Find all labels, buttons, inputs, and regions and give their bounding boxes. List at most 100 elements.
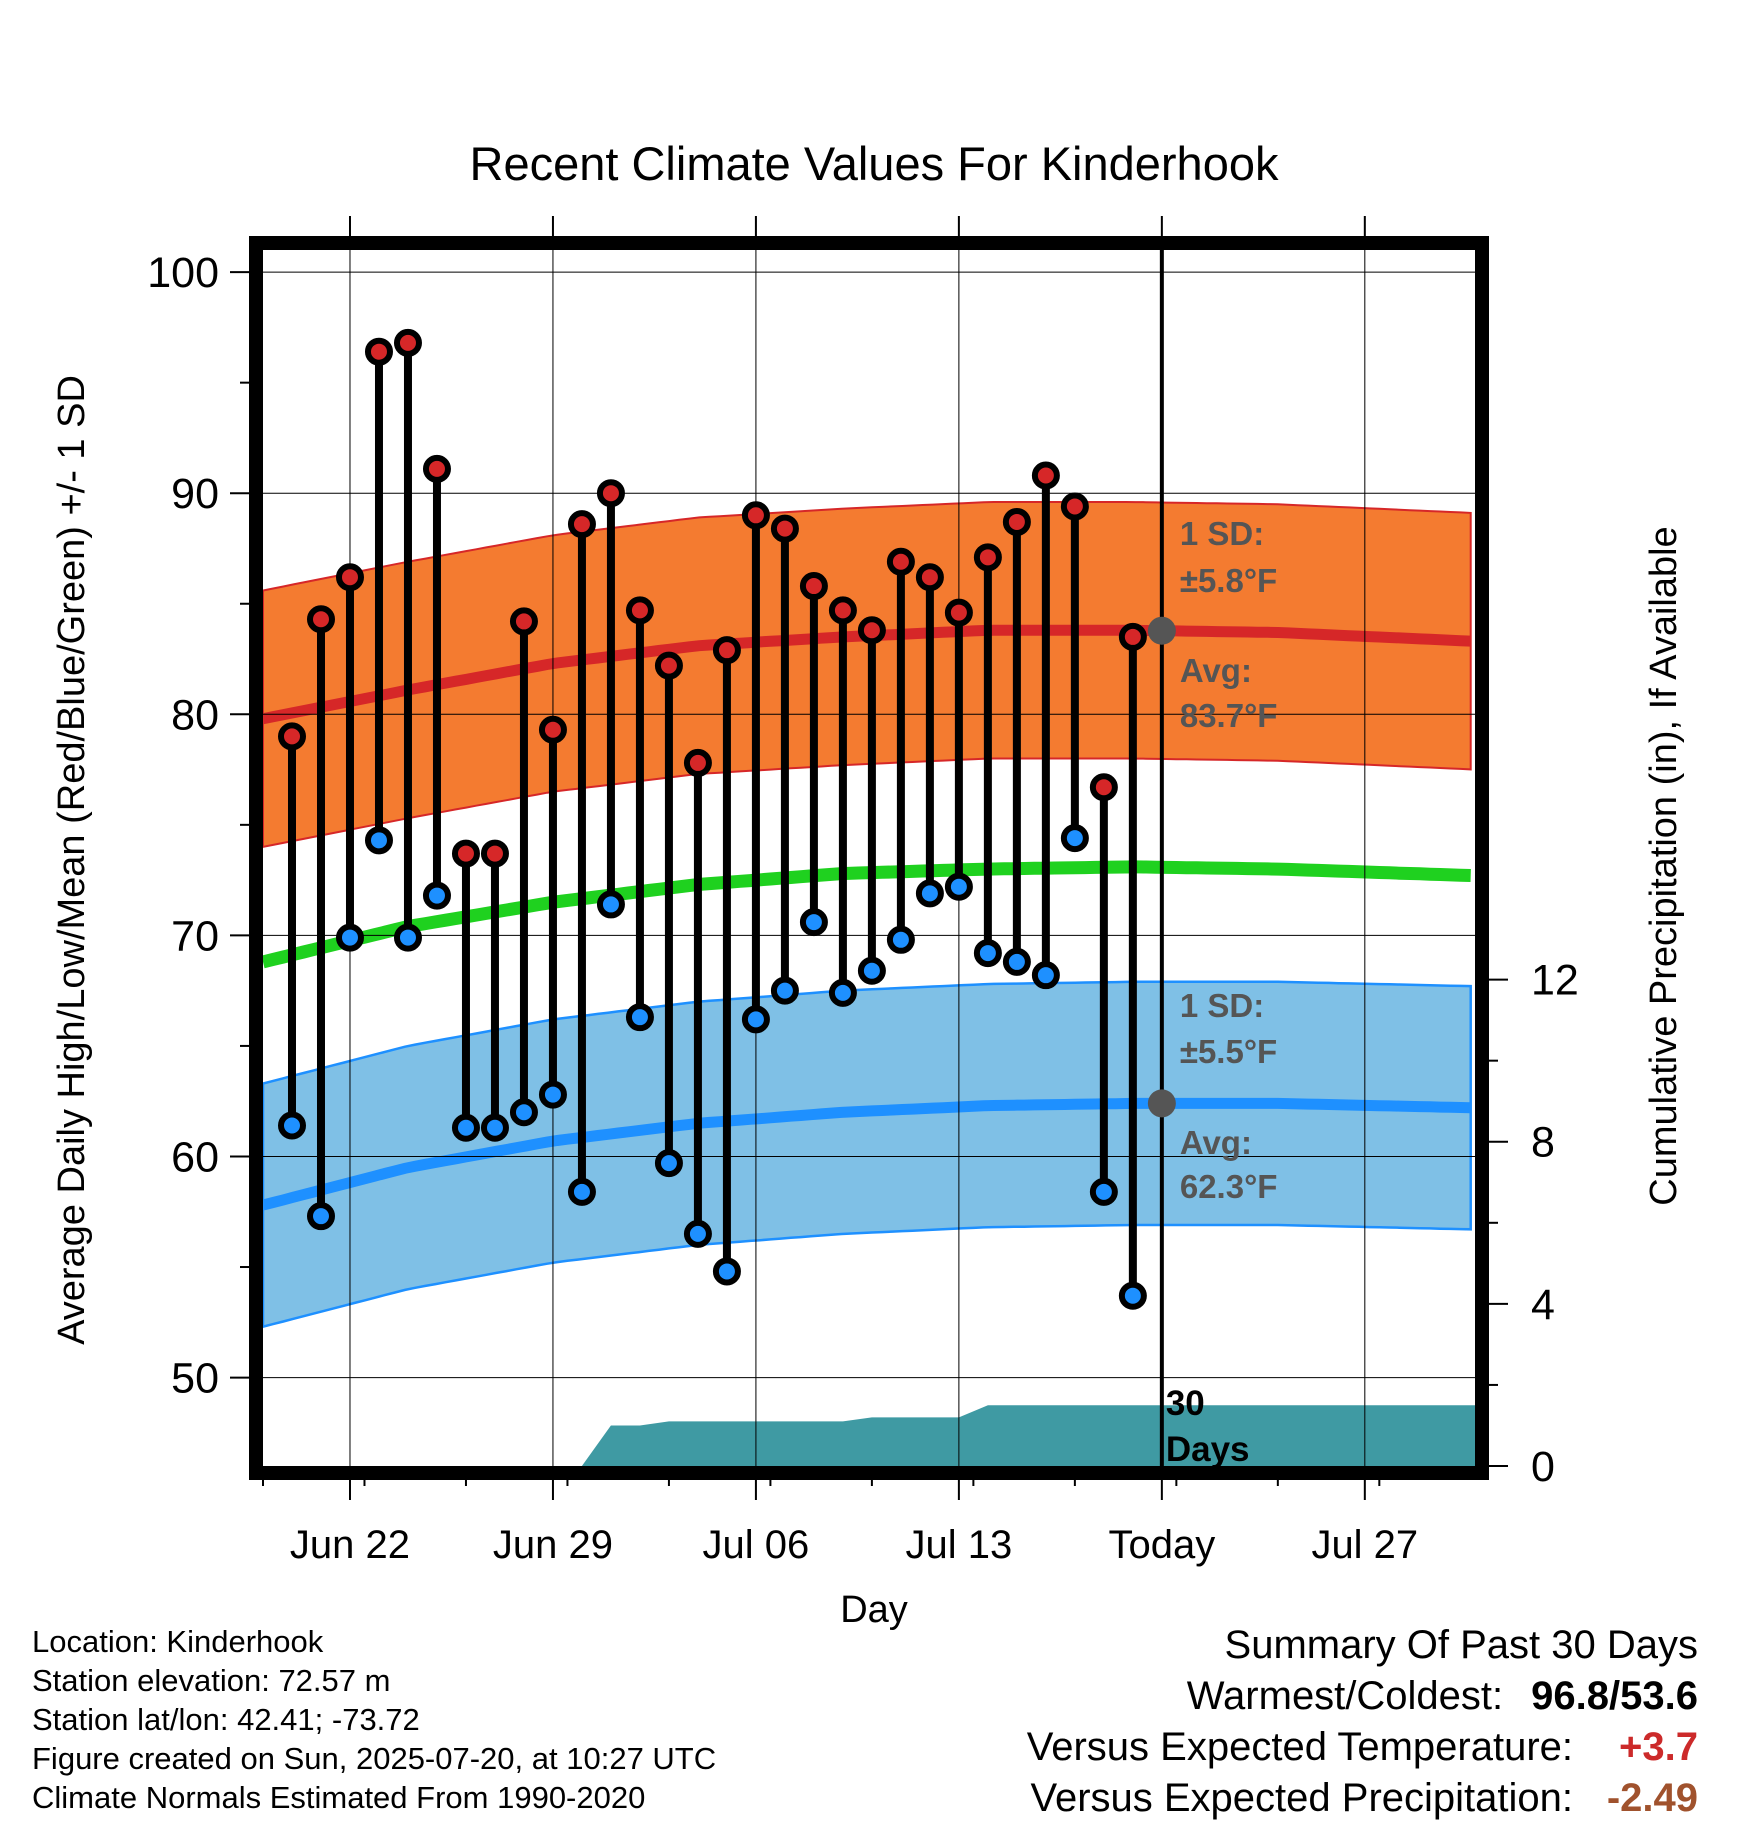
low-point xyxy=(538,1080,567,1109)
precip-label: Versus Expected Precipitation: xyxy=(1030,1776,1573,1820)
high-point xyxy=(741,501,770,530)
plot-frame xyxy=(249,236,1489,1480)
precip-area xyxy=(263,1405,1475,1466)
today-high-avg-marker xyxy=(1147,616,1176,645)
low-point xyxy=(857,956,886,985)
high-avg-value: 83.7°F xyxy=(1180,697,1278,734)
y2-axis-title: Cumulative Precipitation (in), If Availa… xyxy=(1643,526,1685,1205)
y2-tick-label: 0 xyxy=(1531,1443,1555,1491)
low-point xyxy=(1031,961,1060,990)
low-point xyxy=(683,1219,712,1248)
low-point xyxy=(1002,947,1031,976)
warmest-value: 96.8 xyxy=(1531,1674,1610,1718)
x-tick-label: Jun 22 xyxy=(290,1523,410,1567)
x-axis-title: Day xyxy=(840,1589,908,1631)
plot-content xyxy=(263,250,1475,1466)
low-point xyxy=(741,1005,770,1034)
high-avg-label: Avg: xyxy=(1180,652,1252,689)
high-point xyxy=(973,543,1002,572)
created-text: Figure created on Sun, 2025-07-20, at 10… xyxy=(32,1741,717,1776)
warm-cold-row: Warmest/Coldest: 96.8/53.6 xyxy=(1027,1671,1698,1722)
low-point xyxy=(886,925,915,954)
low-point xyxy=(1089,1177,1118,1206)
x-tick-label: Jun 29 xyxy=(493,1523,613,1567)
high-point xyxy=(625,596,654,625)
high-sd-band xyxy=(263,501,1472,848)
high-point xyxy=(1118,622,1147,651)
x-tick-label: Jul 13 xyxy=(906,1523,1013,1567)
summary-panel: Summary Of Past 30 Days Warmest/Coldest:… xyxy=(1027,1620,1698,1824)
low-point xyxy=(1118,1281,1147,1310)
precip-value: -2.49 xyxy=(1606,1776,1698,1820)
high-point xyxy=(1089,773,1118,802)
mean-normal-line xyxy=(263,860,1471,969)
high-point xyxy=(451,839,480,868)
high-point xyxy=(422,454,451,483)
low-point xyxy=(451,1113,480,1142)
low-avg-value: 62.3°F xyxy=(1180,1168,1278,1205)
high-point xyxy=(828,596,857,625)
low-point xyxy=(654,1149,683,1178)
y2-tick-label: 12 xyxy=(1531,957,1579,1005)
low-point xyxy=(973,939,1002,968)
warm-cold-label: Warmest/Coldest: xyxy=(1186,1674,1504,1718)
low-point xyxy=(944,872,973,901)
y-axis-title: Average Daily High/Low/Mean (Red/Blue/Gr… xyxy=(51,375,93,1345)
low-point xyxy=(364,826,393,855)
low-point xyxy=(828,978,857,1007)
elevation-text: Station elevation: 72.57 m xyxy=(32,1663,391,1698)
low-point xyxy=(625,1003,654,1032)
high-point xyxy=(770,514,799,543)
high-point xyxy=(886,547,915,576)
temp-row: Versus Expected Temperature: +3.7 xyxy=(1027,1722,1698,1773)
y2-tick-label: 8 xyxy=(1531,1119,1555,1167)
days-label-text: Days xyxy=(1166,1430,1250,1469)
high-point xyxy=(538,715,567,744)
high-point xyxy=(799,572,828,601)
y-tick-label: 50 xyxy=(171,1355,219,1403)
y-tick-label: 80 xyxy=(171,691,219,739)
high-point xyxy=(364,337,393,366)
chart-title: Recent Climate Values For Kinderhook xyxy=(470,137,1279,190)
low-sd-value: ±5.5°F xyxy=(1180,1033,1277,1070)
warm-cold-value: 96.8/53.6 xyxy=(1531,1674,1698,1718)
y-tick-label: 60 xyxy=(171,1133,219,1181)
low-point xyxy=(596,890,625,919)
x-tick-label: Jul 27 xyxy=(1311,1523,1418,1567)
station-info: Location: Kinderhook Station elevation: … xyxy=(32,1622,716,1817)
days-label-number: 30 xyxy=(1166,1384,1205,1423)
high-point xyxy=(712,636,741,665)
low-point xyxy=(393,923,422,952)
low-point xyxy=(712,1257,741,1286)
high-point xyxy=(335,563,364,592)
low-avg-label: Avg: xyxy=(1180,1124,1252,1161)
location-text: Location: Kinderhook xyxy=(32,1624,324,1659)
high-point xyxy=(944,598,973,627)
temp-value: +3.7 xyxy=(1619,1725,1698,1769)
low-point xyxy=(567,1177,596,1206)
high-point xyxy=(393,328,422,357)
today-low-avg-marker xyxy=(1147,1089,1176,1118)
high-point xyxy=(306,605,335,634)
low-point xyxy=(799,908,828,937)
precip-row: Versus Expected Precipitation: -2.49 xyxy=(1027,1773,1698,1824)
low-point xyxy=(1060,824,1089,853)
latlon-text: Station lat/lon: 42.41; -73.72 xyxy=(32,1702,420,1737)
high-point xyxy=(509,607,538,636)
normals-text: Climate Normals Estimated From 1990-2020 xyxy=(32,1780,646,1815)
low-normal-line xyxy=(263,1097,1471,1211)
x-tick-label: Jul 06 xyxy=(703,1523,810,1567)
high-point xyxy=(1031,461,1060,490)
summary-title: Summary Of Past 30 Days xyxy=(1224,1623,1698,1667)
low-point xyxy=(306,1202,335,1231)
low-point xyxy=(770,976,799,1005)
x-tick-label: Today xyxy=(1108,1523,1215,1567)
y-tick-label: 100 xyxy=(147,249,219,297)
high-point xyxy=(567,510,596,539)
low-point xyxy=(509,1098,538,1127)
high-point xyxy=(277,722,306,751)
high-point xyxy=(857,616,886,645)
high-point xyxy=(654,651,683,680)
low-point xyxy=(335,923,364,952)
